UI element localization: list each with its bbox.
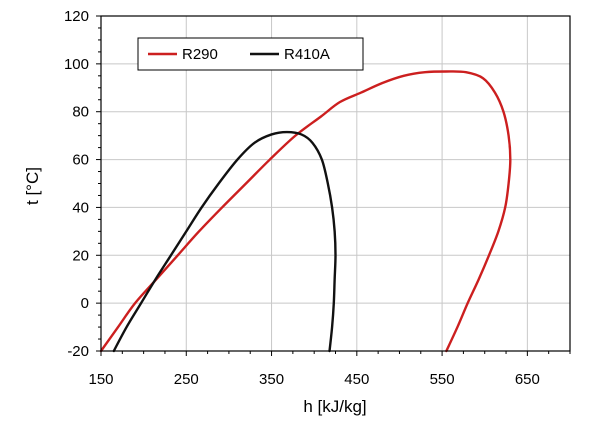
x-tick-label: 450 xyxy=(344,371,369,388)
x-tick-label: 250 xyxy=(174,371,199,388)
y-tick-label: 80 xyxy=(72,104,89,121)
y-axis-title: t [°C] xyxy=(23,167,42,205)
y-tick-label: -20 xyxy=(67,343,89,360)
series-line-r410a xyxy=(112,130,337,353)
legend-r290-label: R290 xyxy=(182,46,218,63)
legend: R290 R410A xyxy=(137,37,364,71)
tick-layer: 150 250 350 450 550 650 -20 0 20 40 60 80 100 120 xyxy=(64,8,571,388)
y-tick-label: 40 xyxy=(72,199,89,216)
legend-r410a-label: R410A xyxy=(284,46,330,63)
x-tick-label: 150 xyxy=(88,371,113,388)
series-line-r290 xyxy=(99,70,512,353)
x-tick-label: 550 xyxy=(430,371,455,388)
y-tick-label: 100 xyxy=(64,56,89,73)
x-axis-title: h [kJ/kg] xyxy=(303,397,366,416)
x-tick-label: 650 xyxy=(515,371,540,388)
plot-background xyxy=(101,16,570,351)
y-tick-label: 60 xyxy=(72,152,89,169)
y-tick-label: 120 xyxy=(64,8,89,25)
x-tick-label: 350 xyxy=(259,371,284,388)
series-layer xyxy=(99,70,512,353)
y-tick-label: 0 xyxy=(81,295,89,312)
y-tick-label: 20 xyxy=(72,247,89,264)
